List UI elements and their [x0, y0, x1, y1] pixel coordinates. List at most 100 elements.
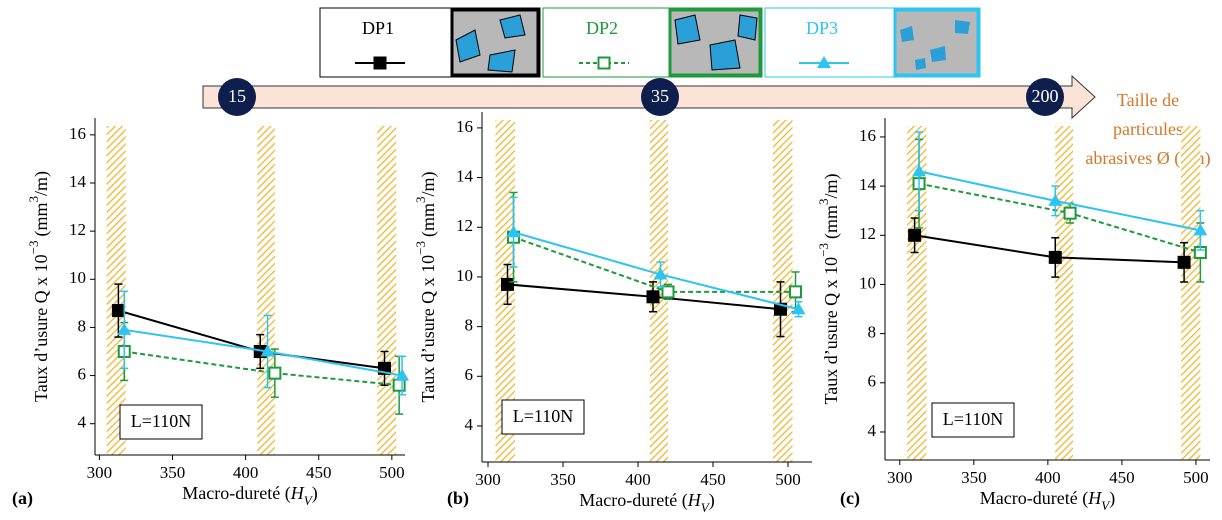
x-tick-label: 350: [550, 470, 576, 489]
y-tick-label: 12: [69, 220, 86, 239]
y-axis-title-part: /m): [418, 171, 439, 196]
legend-label: DP3: [806, 18, 838, 38]
x-axis-title-part: V: [304, 493, 314, 508]
y-tick-label: 4: [465, 415, 474, 434]
hardness-band: [773, 120, 793, 462]
marker: [111, 304, 125, 318]
x-axis-title-part: ): [1109, 488, 1115, 509]
x-tick-label: 500: [775, 470, 801, 489]
marker: [260, 344, 275, 357]
size-marker: [641, 78, 679, 116]
marker: [1063, 206, 1077, 220]
y-axis-title: Taux d’usure Q x 10−3 (mm3/m): [816, 173, 842, 404]
y-tick-label: 14: [456, 166, 474, 185]
y-axis-title-part: Taux d’usure Q x 10: [31, 254, 51, 402]
y-tick-label: 12: [456, 216, 473, 235]
size-marker: [218, 78, 256, 116]
x-axis-title-part: V: [701, 500, 711, 515]
legend-label: DP1: [362, 18, 394, 38]
x-axis-title: Macro-dureté (HV): [579, 490, 714, 515]
marker: [912, 164, 927, 177]
legend-marker: [373, 56, 387, 70]
y-axis-title-part: /m): [31, 171, 52, 196]
hardness-band: [257, 126, 275, 455]
y-tick-label: 8: [465, 316, 474, 335]
marker: [789, 285, 802, 299]
size-axis-title: Taille de: [1117, 90, 1179, 110]
y-tick-label: 14: [69, 172, 87, 191]
x-axis-title-part: ): [312, 483, 318, 504]
x-axis-title-part: Macro-dureté (: [980, 488, 1088, 509]
y-tick-label: 8: [78, 316, 87, 335]
y-axis-title-part: −3: [816, 243, 831, 257]
panel-label: (c): [840, 488, 860, 509]
x-tick-label: 300: [87, 463, 113, 482]
x-tick-label: 450: [306, 463, 332, 482]
marker: [268, 366, 282, 380]
y-tick-label: 4: [78, 413, 87, 432]
y-axis-title-part: 3: [26, 196, 41, 203]
annotation-box: [931, 402, 1015, 438]
y-tick-label: 12: [859, 224, 876, 243]
legend-label: DP2: [586, 18, 618, 38]
y-axis-title-part: (mm: [31, 202, 52, 236]
y-axis-title-part: 3: [816, 198, 831, 205]
x-tick-label: 300: [475, 470, 501, 489]
size-label: 35: [651, 86, 669, 106]
x-tick-label: 400: [1035, 468, 1061, 487]
x-axis-title-part: H: [687, 490, 702, 510]
micrograph: [668, 8, 762, 77]
annotation: L=110N: [513, 406, 573, 426]
marker: [392, 378, 406, 392]
x-axis-title-part: V: [1101, 498, 1111, 513]
x-tick-label: 500: [379, 463, 405, 482]
marker: [1193, 223, 1208, 236]
annotation-box: [501, 399, 585, 435]
annotation: L=110N: [943, 409, 1003, 429]
y-axis-title-part: −3: [26, 240, 41, 254]
x-axis-title: Macro-dureté (HV): [182, 483, 317, 508]
x-tick-label: 300: [887, 468, 913, 487]
annotation-box: [119, 404, 203, 440]
marker: [646, 290, 660, 304]
marker: [506, 225, 521, 238]
x-axis-title: Macro-dureté (HV): [980, 488, 1115, 513]
x-tick-label: 350: [961, 468, 987, 487]
y-tick-label: 4: [868, 421, 877, 440]
x-tick-label: 350: [160, 463, 186, 482]
hardness-band: [1181, 126, 1201, 460]
hardness-band: [106, 126, 126, 455]
y-tick-label: 14: [859, 175, 877, 194]
legend-marker: [597, 56, 611, 70]
y-tick-label: 8: [868, 323, 877, 342]
y-axis-title-part: −3: [413, 241, 428, 255]
size-label: 200: [1032, 86, 1059, 106]
marker: [653, 267, 668, 280]
marker: [395, 368, 410, 381]
x-axis-title-part: Macro-dureté (: [579, 490, 687, 511]
marker: [501, 277, 514, 291]
marker: [908, 228, 922, 242]
marker: [378, 361, 392, 375]
y-tick-label: 6: [868, 372, 877, 391]
x-tick-label: 450: [700, 470, 726, 489]
y-axis-title-part: (mm: [821, 205, 842, 239]
y-axis-title: Taux d’usure Q x 10−3 (mm3/m): [413, 171, 439, 402]
y-tick-label: 10: [69, 268, 86, 287]
y-axis-title-part: Taux d’usure Q x 10: [418, 255, 438, 403]
series-line: [118, 309, 385, 370]
size-marker: [1026, 78, 1064, 116]
x-axis-title-part: ): [709, 490, 715, 511]
x-axis-title-part: H: [290, 483, 305, 503]
marker: [1177, 255, 1191, 269]
y-tick-label: 10: [859, 273, 876, 292]
micrograph: [893, 8, 980, 77]
y-tick-label: 6: [78, 364, 87, 383]
annotation: L=110N: [131, 411, 191, 431]
y-tick-label: 6: [465, 365, 474, 384]
x-tick-label: 400: [233, 463, 259, 482]
marker: [117, 322, 132, 335]
micrograph: [450, 8, 540, 77]
size-axis-title: abrasives Ø (µm): [1085, 148, 1210, 169]
marker: [661, 285, 675, 299]
